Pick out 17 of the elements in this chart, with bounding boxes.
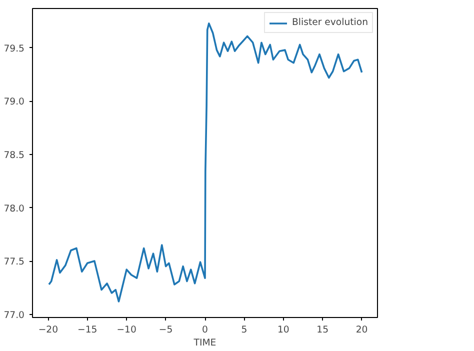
y-tick-label: 78.0	[4, 203, 25, 214]
x-tick-label: −15	[78, 324, 98, 336]
y-tick-label: 77.0	[4, 310, 25, 321]
x-tick-label: 15	[316, 324, 329, 336]
y-tick-label: 77.5	[4, 256, 25, 268]
x-tick-label: 5	[241, 324, 248, 336]
legend-label: Blister evolution	[292, 17, 368, 28]
y-tick-label: 79.5	[4, 43, 25, 54]
x-tick-label: 20	[356, 324, 368, 336]
x-tick-label: −10	[116, 324, 136, 336]
x-axis-title: TIME	[192, 338, 216, 348]
x-tick-label: −5	[158, 324, 173, 336]
x-tick-label: 0	[202, 324, 208, 336]
y-tick-label: 78.5	[4, 150, 25, 161]
y-tick-label: 79.0	[4, 96, 25, 108]
x-tick-label: −20	[38, 324, 58, 336]
x-tick-label: 10	[277, 324, 290, 336]
